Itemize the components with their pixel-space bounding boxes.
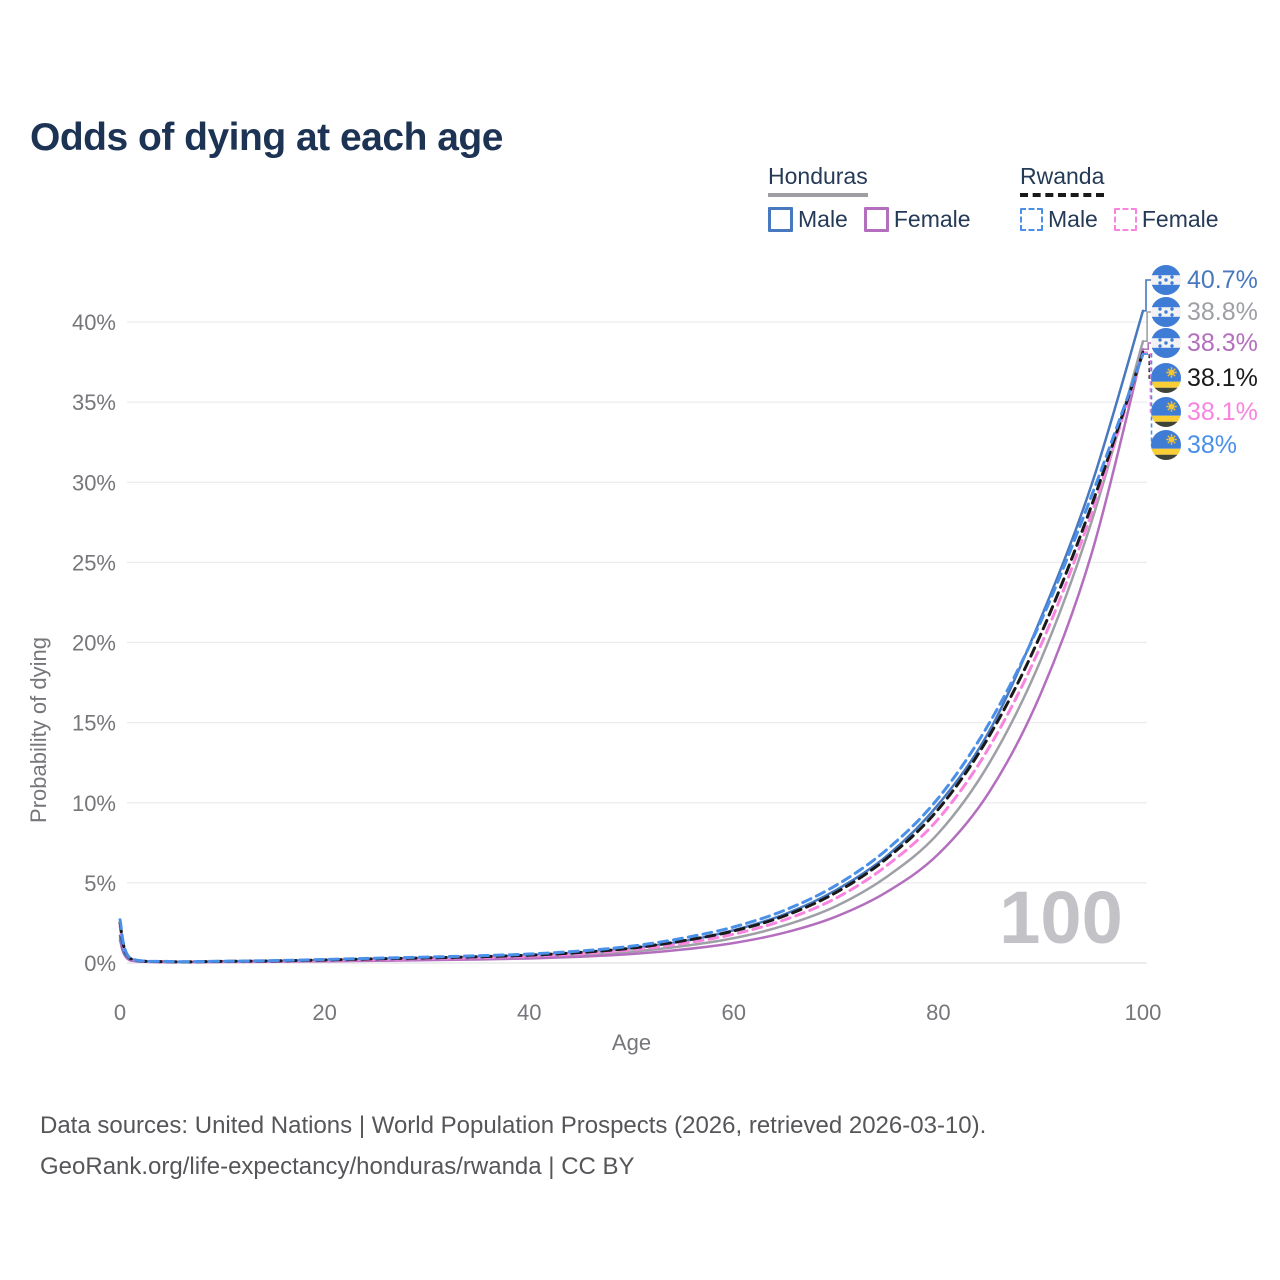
footer: Data sources: United Nations | World Pop… [40, 1105, 986, 1187]
honduras-female-swatch-icon [863, 207, 889, 232]
y-tick-label-0: 0% [84, 951, 116, 976]
x-tick-label-60: 60 [722, 1000, 746, 1025]
end-label-honduras-both: 38.8% [1187, 298, 1258, 326]
legend-item-rwanda-female: Female [1113, 206, 1219, 233]
legend-items-honduras: Male Female [768, 206, 971, 233]
y-tick-label-5: 5% [84, 871, 116, 896]
x-tick-label-80: 80 [926, 1000, 950, 1025]
series-line-rwanda-male [118, 352, 1145, 964]
leader-line-honduras-both [1144, 311, 1153, 343]
rwanda-flag-icon [1151, 397, 1181, 427]
legend-group-honduras: Honduras Male Female [768, 163, 971, 233]
y-axis-title: Probability of dying [26, 637, 51, 823]
x-axis-title: Age [612, 1030, 651, 1055]
honduras-flag-icon [1151, 328, 1181, 358]
legend-country-honduras: Honduras [768, 163, 868, 197]
honduras-flag-icon [1151, 297, 1181, 327]
x-tick-label-100: 100 [1125, 1000, 1162, 1025]
honduras-male-swatch-icon [768, 207, 793, 232]
series-line-honduras-male [118, 309, 1145, 964]
legend-item-honduras-male: Male [768, 206, 848, 233]
series-line-rwanda-both [118, 350, 1145, 964]
chart-title: Odds of dying at each age [30, 116, 503, 160]
y-tick-label-15: 15% [72, 711, 116, 736]
legend-items-rwanda: Male Female [1020, 206, 1219, 233]
legend-group-rwanda: Rwanda Male Female [1020, 163, 1219, 233]
leader-line-rwanda-female [1144, 351, 1153, 413]
series-line-honduras-both [118, 339, 1145, 964]
legend-country-rwanda: Rwanda [1020, 163, 1105, 197]
series-line-rwanda-female [118, 350, 1145, 964]
y-tick-label-30: 30% [72, 470, 116, 495]
end-label-rwanda-female: 38.1% [1187, 398, 1258, 426]
legend-label-rwanda-female: Female [1141, 206, 1219, 232]
end-label-honduras-male: 40.7% [1187, 266, 1258, 294]
end-label-rwanda-both: 38.1% [1187, 364, 1258, 392]
end-label-honduras-female: 38.3% [1187, 329, 1258, 357]
y-tick-label-10: 10% [72, 791, 116, 816]
leader-line-rwanda-male [1144, 353, 1153, 446]
x-tick-label-0: 0 [114, 1000, 126, 1025]
rwanda-female-swatch-icon [1113, 208, 1137, 231]
rwanda-flag-icon [1151, 363, 1181, 393]
rwanda-male-swatch-icon [1020, 208, 1043, 231]
y-tick-label-25: 25% [72, 550, 116, 575]
legend-label-rwanda-male: Male [1048, 206, 1098, 232]
footer-attribution: GeoRank.org/life-expectancy/honduras/rwa… [40, 1153, 635, 1180]
series-line-honduras-female [118, 347, 1145, 964]
legend-label-honduras-female: Female [893, 206, 971, 232]
y-tick-label-35: 35% [72, 390, 116, 415]
legend-item-rwanda-male: Male [1020, 206, 1098, 233]
footer-data-sources: Data sources: United Nations | World Pop… [40, 1112, 987, 1139]
y-tick-label-40: 40% [72, 310, 116, 335]
watermark-age-label: 100 [999, 876, 1122, 959]
legend-label-honduras-male: Male [798, 206, 848, 232]
y-tick-label-20: 20% [72, 631, 116, 656]
x-tick-label-40: 40 [517, 1000, 541, 1025]
honduras-flag-icon [1151, 265, 1181, 295]
legend-item-honduras-female: Female [863, 206, 971, 233]
leader-line-honduras-female [1144, 342, 1153, 351]
end-label-rwanda-male: 38% [1187, 431, 1237, 459]
chart-canvas: 0% 5% 10% 15% 20% 25% 30% 35% 40% 0 20 40 60 80 100 Age… [26, 265, 1258, 1055]
leader-line-honduras-male [1144, 279, 1153, 312]
x-tick-label-20: 20 [312, 1000, 336, 1025]
rwanda-flag-icon [1151, 430, 1181, 460]
